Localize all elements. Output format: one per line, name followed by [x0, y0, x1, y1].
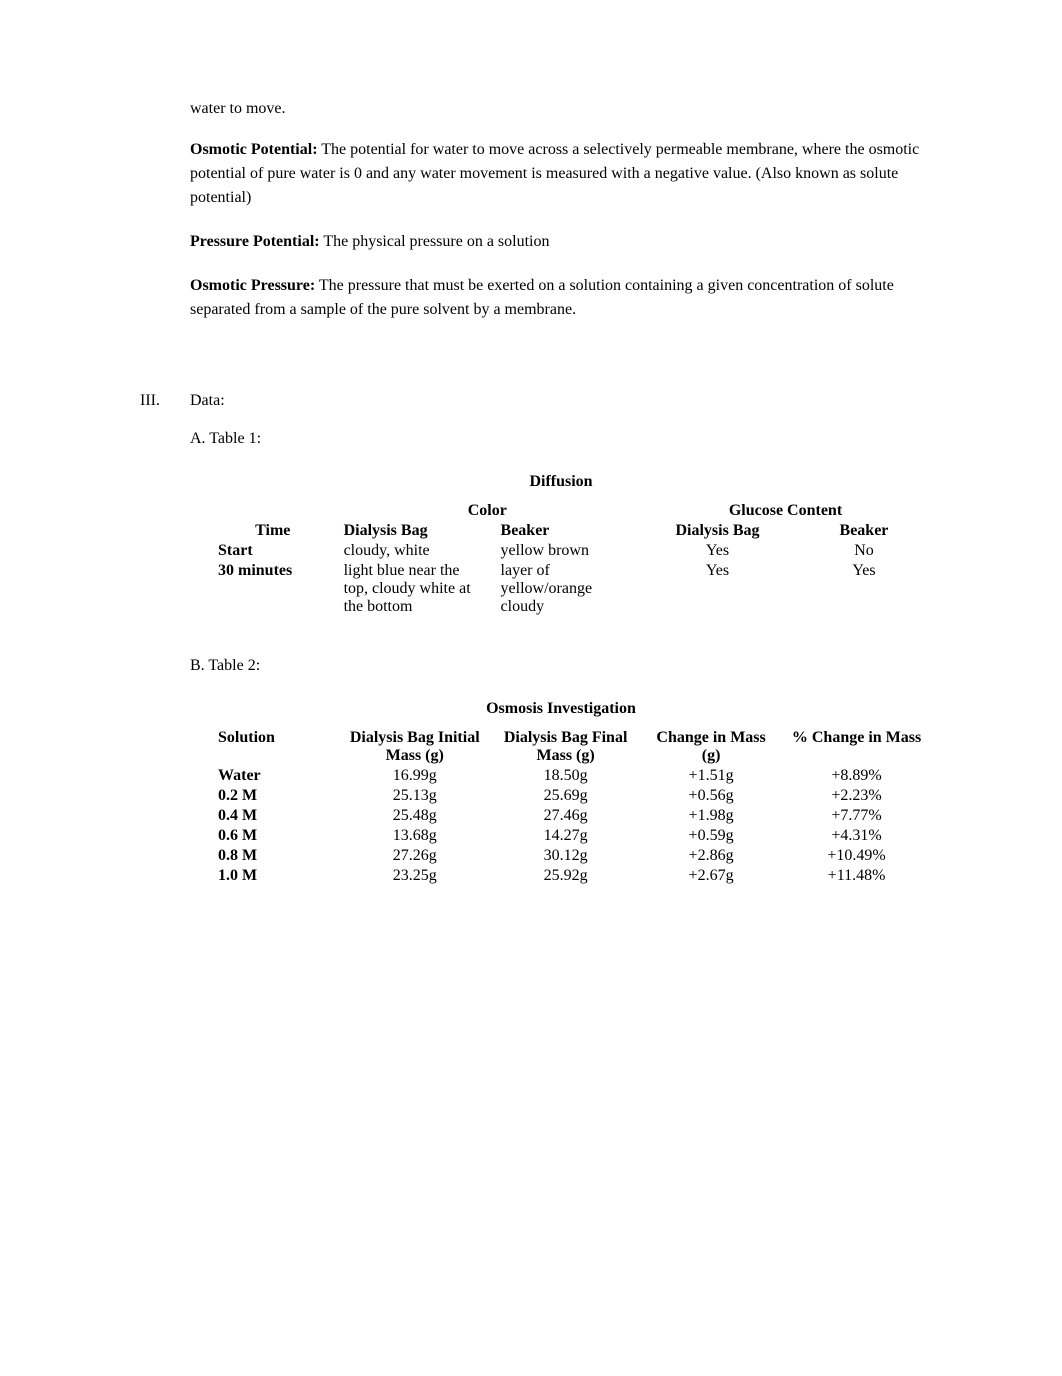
diffusion-table: Color Glucose Content Time Dialysis Bag …: [210, 501, 932, 617]
cell-final: 25.92g: [490, 866, 641, 886]
subsection-b: B. Table 2:: [190, 657, 932, 675]
sub-header-bag: Dialysis Bag: [336, 521, 493, 541]
sub-header-time: Time: [210, 521, 336, 541]
table-row: 0.4 M 25.48g 27.46g +1.98g +7.77%: [210, 806, 932, 826]
subsection-a: A. Table 1:: [190, 430, 932, 448]
table-row: Solution Dialysis Bag Initial Mass (g) D…: [210, 728, 932, 766]
cell-initial: 27.26g: [339, 846, 490, 866]
section-label: Data:: [190, 392, 932, 410]
header-final: Dialysis Bag Final Mass (g): [490, 728, 641, 766]
cell-percent: +11.48%: [781, 866, 932, 886]
cell-beaker: yellow brown: [493, 541, 639, 561]
header-solution: Solution: [210, 728, 339, 766]
section-data: III. Data:: [130, 392, 932, 410]
term-osmotic-pressure: Osmotic Pressure:: [190, 277, 315, 294]
cell-final: 27.46g: [490, 806, 641, 826]
sub-header-g-bag: Dialysis Bag: [639, 521, 796, 541]
definition-osmotic-potential: Osmotic Potential: The potential for wat…: [190, 138, 932, 210]
cell-change: +0.56g: [641, 786, 781, 806]
header-initial: Dialysis Bag Initial Mass (g): [339, 728, 490, 766]
cell-change: +0.59g: [641, 826, 781, 846]
term-pressure-potential: Pressure Potential:: [190, 233, 320, 250]
table-row: 30 minutes light blue near the top, clou…: [210, 561, 932, 617]
cell-percent: +4.31%: [781, 826, 932, 846]
table-row: Water 16.99g 18.50g +1.51g +8.89%: [210, 766, 932, 786]
header-percent: % Change in Mass: [781, 728, 932, 766]
cell-initial: 23.25g: [339, 866, 490, 886]
cell-time: Start: [210, 541, 336, 561]
definition-pressure-potential: Pressure Potential: The physical pressur…: [190, 230, 932, 254]
cell-time: 30 minutes: [210, 561, 336, 617]
header-change: Change in Mass (g): [641, 728, 781, 766]
cell-percent: +8.89%: [781, 766, 932, 786]
sub-header-beaker: Beaker: [493, 521, 639, 541]
table-row: 0.6 M 13.68g 14.27g +0.59g +4.31%: [210, 826, 932, 846]
cell-bag: light blue near the top, cloudy white at…: [336, 561, 493, 617]
definition-osmotic-pressure: Osmotic Pressure: The pressure that must…: [190, 274, 932, 322]
group-header-empty: [210, 501, 336, 521]
cell-initial: 25.13g: [339, 786, 490, 806]
body-pressure-potential: The physical pressure on a solution: [320, 233, 550, 250]
cell-final: 30.12g: [490, 846, 641, 866]
cell-percent: +2.23%: [781, 786, 932, 806]
continuation-text: water to move.: [190, 100, 932, 118]
cell-solution: 0.6 M: [210, 826, 339, 846]
cell-change: +1.98g: [641, 806, 781, 826]
sub-header-g-beaker: Beaker: [796, 521, 932, 541]
osmosis-table: Solution Dialysis Bag Initial Mass (g) D…: [210, 728, 932, 886]
cell-final: 25.69g: [490, 786, 641, 806]
table-row: 0.8 M 27.26g 30.12g +2.86g +10.49%: [210, 846, 932, 866]
table-row: 1.0 M 23.25g 25.92g +2.67g +11.48%: [210, 866, 932, 886]
table-row: Start cloudy, white yellow brown Yes No: [210, 541, 932, 561]
cell-solution: 1.0 M: [210, 866, 339, 886]
cell-change: +1.51g: [641, 766, 781, 786]
table-row: Color Glucose Content: [210, 501, 932, 521]
cell-g-bag: Yes: [639, 541, 796, 561]
table2-title: Osmosis Investigation: [190, 700, 932, 718]
cell-change: +2.86g: [641, 846, 781, 866]
cell-beaker: layer of yellow/orange cloudy: [493, 561, 639, 617]
cell-initial: 16.99g: [339, 766, 490, 786]
cell-g-beaker: No: [796, 541, 932, 561]
cell-initial: 13.68g: [339, 826, 490, 846]
cell-solution: 0.4 M: [210, 806, 339, 826]
table-row: 0.2 M 25.13g 25.69g +0.56g +2.23%: [210, 786, 932, 806]
cell-solution: 0.8 M: [210, 846, 339, 866]
cell-solution: Water: [210, 766, 339, 786]
table-row: Time Dialysis Bag Beaker Dialysis Bag Be…: [210, 521, 932, 541]
term-osmotic-potential: Osmotic Potential:: [190, 141, 318, 158]
cell-final: 18.50g: [490, 766, 641, 786]
table1-title: Diffusion: [190, 473, 932, 491]
cell-change: +2.67g: [641, 866, 781, 886]
cell-bag: cloudy, white: [336, 541, 493, 561]
cell-percent: +10.49%: [781, 846, 932, 866]
cell-solution: 0.2 M: [210, 786, 339, 806]
group-header-color: Color: [336, 501, 639, 521]
cell-initial: 25.48g: [339, 806, 490, 826]
cell-g-beaker: Yes: [796, 561, 932, 617]
cell-final: 14.27g: [490, 826, 641, 846]
roman-numeral: III.: [130, 392, 190, 410]
group-header-glucose: Glucose Content: [639, 501, 932, 521]
cell-g-bag: Yes: [639, 561, 796, 617]
cell-percent: +7.77%: [781, 806, 932, 826]
